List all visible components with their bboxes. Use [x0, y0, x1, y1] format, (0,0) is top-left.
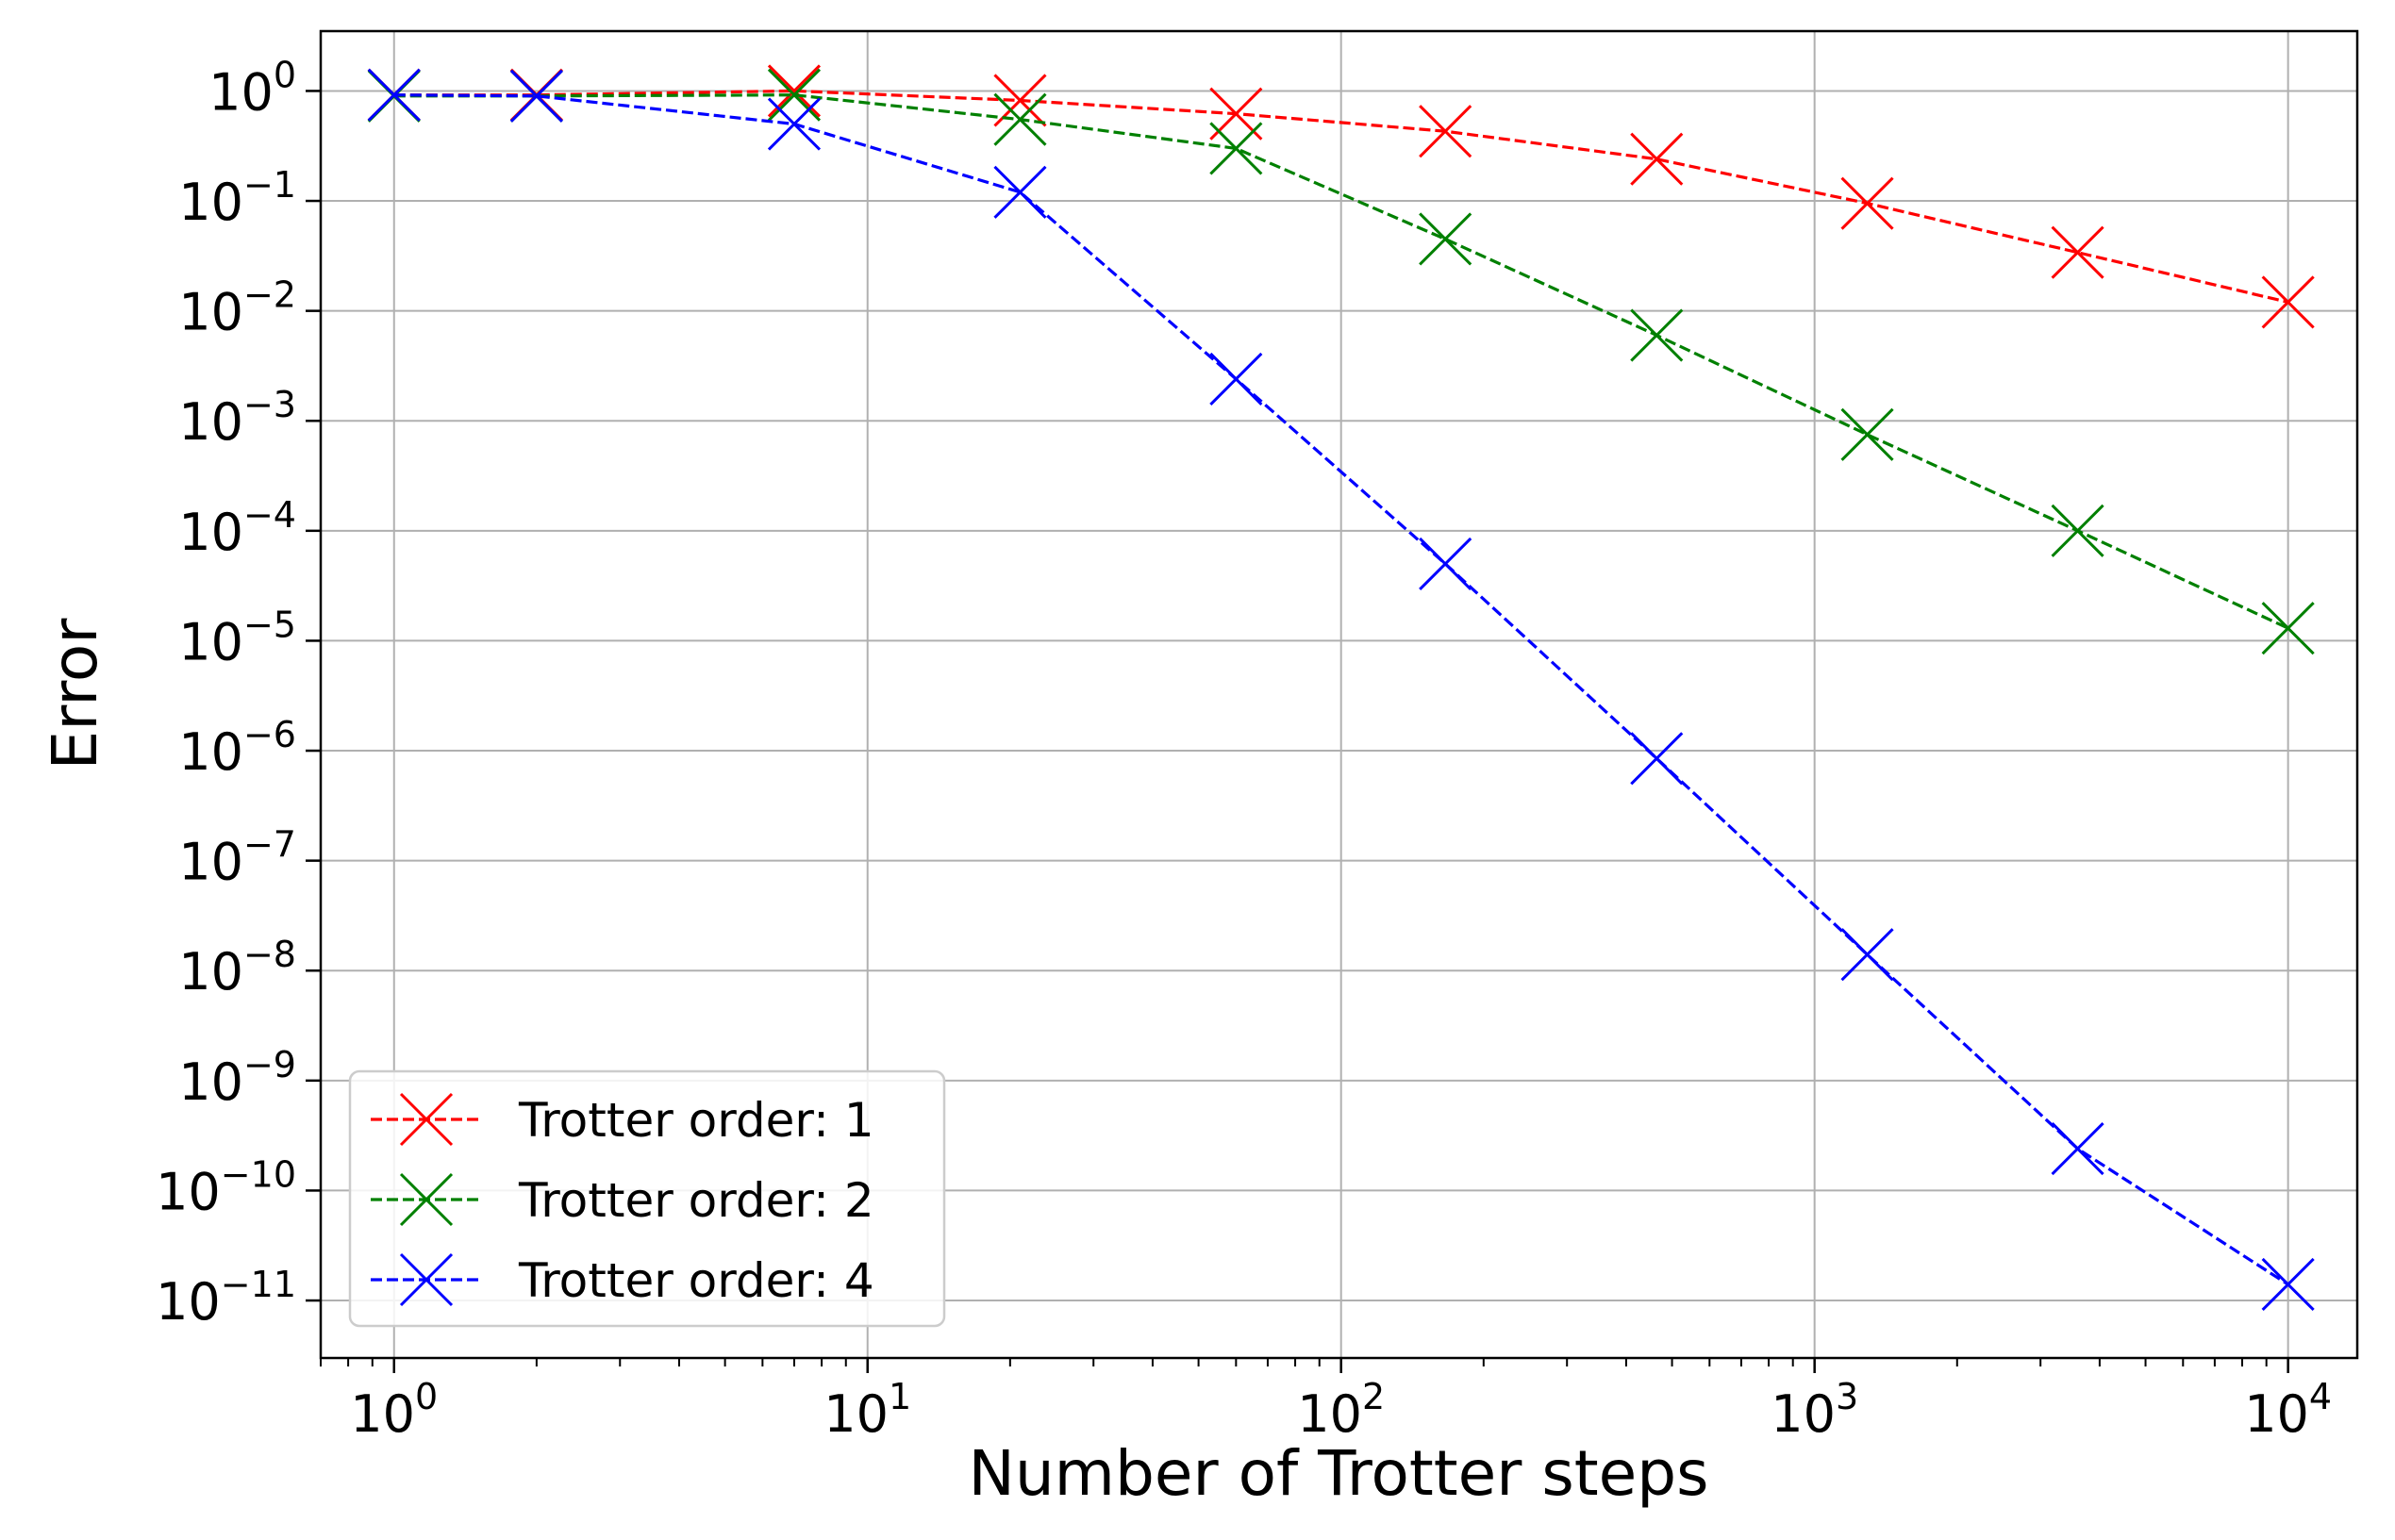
legend-box	[348, 1069, 946, 1328]
y-tick-label: 10−10	[156, 1153, 296, 1221]
data-point	[1840, 407, 1894, 461]
marker-stroke	[2261, 275, 2315, 329]
marker-stroke	[2261, 1257, 2315, 1312]
data-point	[1419, 105, 1472, 158]
x-tick-label: 100	[350, 1376, 438, 1444]
x-tick-label: 101	[823, 1376, 911, 1444]
marker-stroke	[1419, 537, 1472, 590]
data-point	[1630, 732, 1684, 786]
y-tick-label: 100	[208, 54, 296, 122]
data-point	[1630, 308, 1684, 362]
legend-entry: Trotter order: 2	[371, 1172, 874, 1228]
data-point	[2051, 1122, 2104, 1176]
legend-marker	[399, 1172, 454, 1227]
ticks	[306, 90, 2289, 1373]
data-point	[2051, 504, 2104, 557]
series-layer	[367, 64, 2315, 1312]
legend-label: Trotter order: 4	[518, 1253, 874, 1308]
legend-entry: Trotter order: 1	[371, 1092, 874, 1148]
legend-marker	[399, 1092, 454, 1147]
legend: Trotter order: 1 Trotter order: 2 Trotter …	[348, 1069, 946, 1328]
marker-stroke	[2261, 602, 2315, 655]
data-point	[2051, 225, 2104, 279]
y-tick-label: 10−1	[178, 164, 296, 232]
data-point	[1840, 176, 1894, 230]
x-axis-label: Number of Trotter steps	[968, 1437, 1708, 1510]
marker-stroke	[399, 1092, 454, 1147]
data-point	[367, 68, 421, 122]
marker-stroke	[2051, 504, 2104, 557]
data-point	[1419, 537, 1472, 590]
marker-stroke	[1630, 308, 1684, 362]
marker-stroke	[1840, 176, 1894, 230]
marker-stroke	[1209, 122, 1263, 175]
series-line	[393, 93, 2289, 630]
y-tick-label: 10−8	[178, 934, 296, 1002]
marker-stroke	[1840, 928, 1894, 982]
marker-stroke	[993, 165, 1047, 219]
y-axis-label: Error	[39, 618, 111, 770]
x-tick-label: 104	[2244, 1376, 2332, 1444]
y-tick-label: 10−11	[156, 1264, 296, 1332]
series-line	[393, 89, 2288, 304]
marker-stroke	[1419, 212, 1472, 266]
grid	[321, 31, 2357, 1358]
marker-stroke	[2051, 1122, 2104, 1176]
y-tick-label: 10−9	[178, 1044, 296, 1112]
data-point	[1209, 122, 1263, 175]
data-point	[2261, 1257, 2315, 1312]
plot-frame	[319, 29, 2359, 1360]
marker-stroke	[1630, 132, 1684, 186]
marker-stroke	[767, 68, 822, 122]
legend-label: Trotter order: 1	[518, 1093, 874, 1148]
y-tick-label: 10−6	[178, 714, 296, 782]
legend-label: Trotter order: 2	[518, 1173, 874, 1228]
legend-marker	[399, 1252, 454, 1307]
data-point	[509, 69, 563, 123]
data-point	[993, 165, 1047, 219]
x-tick-label: 102	[1297, 1376, 1385, 1444]
data-point	[1419, 212, 1472, 266]
data-point	[2261, 602, 2315, 655]
data-point	[767, 97, 822, 151]
marker-stroke	[1840, 407, 1894, 461]
data-point	[1209, 352, 1263, 406]
tick-labels: 100 101 102 103 104 100 10−1 10−2 10−3 10−4 10−5 10…	[156, 54, 2332, 1444]
data-point	[1840, 928, 1894, 982]
series-line	[393, 93, 2289, 1286]
y-tick-label: 10−5	[178, 604, 296, 671]
marker-stroke	[399, 1172, 454, 1227]
x-tick-label: 103	[1771, 1376, 1858, 1444]
marker-stroke	[367, 68, 421, 122]
marker-stroke	[1630, 732, 1684, 786]
marker-stroke	[767, 97, 822, 151]
y-tick-label: 10−2	[178, 274, 296, 342]
marker-stroke	[1419, 105, 1472, 158]
y-tick-label: 10−7	[178, 824, 296, 892]
marker-stroke	[993, 92, 1047, 146]
data-point	[993, 92, 1047, 146]
data-point	[2261, 275, 2315, 329]
data-point	[1630, 132, 1684, 186]
data-point	[767, 68, 822, 122]
y-tick-label: 10−4	[178, 494, 296, 562]
marker-stroke	[399, 1252, 454, 1307]
series-3	[367, 68, 2315, 1312]
legend-entry: Trotter order: 4	[371, 1252, 874, 1308]
marker-stroke	[1209, 352, 1263, 406]
marker-stroke	[2051, 225, 2104, 279]
y-tick-label: 10−3	[178, 384, 296, 452]
marker-stroke	[509, 69, 563, 123]
